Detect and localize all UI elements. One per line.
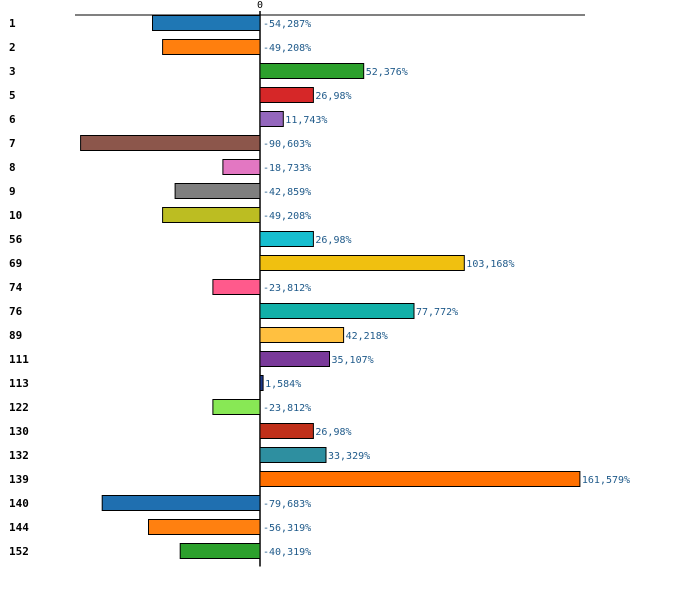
category-label-130: 130	[9, 425, 29, 438]
category-label-111: 111	[9, 353, 29, 366]
category-label-76: 76	[9, 305, 23, 318]
category-label-132: 132	[9, 449, 29, 462]
bar-89	[259, 327, 345, 343]
category-label-7: 7	[9, 137, 16, 150]
bar-8	[222, 159, 261, 175]
bar-140	[101, 495, 261, 511]
bars-group: 1 -54,287% 2 -49,208% 3 52,376% 5 26,98% 6 11,743…	[9, 15, 630, 559]
bar-2	[162, 39, 261, 55]
bar-76	[259, 303, 415, 319]
value-label-2: -49,208%	[263, 43, 311, 54]
category-label-9: 9	[9, 185, 16, 198]
bar-3	[259, 63, 365, 79]
category-label-5: 5	[9, 89, 16, 102]
category-label-74: 74	[9, 281, 23, 294]
category-label-8: 8	[9, 161, 16, 174]
bar-5	[259, 87, 314, 103]
value-label-56: 26,98%	[315, 235, 351, 246]
bar-9	[174, 183, 261, 199]
bar-111	[259, 351, 330, 367]
value-label-69: 103,168%	[466, 259, 514, 270]
value-label-9: -42,859%	[263, 187, 311, 198]
value-label-111: 35,107%	[332, 355, 374, 366]
bar-139	[259, 471, 581, 487]
bar-1	[152, 15, 261, 31]
bar-6	[259, 111, 284, 127]
value-label-8: -18,733%	[263, 163, 311, 174]
value-label-130: 26,98%	[315, 427, 351, 438]
value-label-3: 52,376%	[366, 67, 408, 78]
value-label-144: -56,319%	[263, 523, 311, 534]
value-label-152: -40,319%	[263, 547, 311, 558]
value-label-7: -90,603%	[263, 139, 311, 150]
category-label-140: 140	[9, 497, 29, 510]
value-label-6: 11,743%	[285, 115, 327, 126]
zero-tick-label: 0	[257, 0, 263, 11]
bar-69	[259, 255, 465, 271]
value-label-5: 26,98%	[315, 91, 351, 102]
bar-132	[259, 447, 327, 463]
bar-130	[259, 423, 314, 439]
value-label-10: -49,208%	[263, 211, 311, 222]
category-label-122: 122	[9, 401, 29, 414]
category-label-6: 6	[9, 113, 16, 126]
value-label-89: 42,218%	[346, 331, 388, 342]
value-label-74: -23,812%	[263, 283, 311, 294]
category-label-10: 10	[9, 209, 22, 222]
category-label-89: 89	[9, 329, 22, 342]
bar-113	[259, 375, 264, 391]
category-label-56: 56	[9, 233, 23, 246]
category-label-3: 3	[9, 65, 16, 78]
bar-7	[80, 135, 261, 151]
category-label-69: 69	[9, 257, 22, 270]
bar-74	[212, 279, 261, 295]
value-label-132: 33,329%	[328, 451, 370, 462]
bar-10	[162, 207, 261, 223]
value-label-122: -23,812%	[263, 403, 311, 414]
category-label-152: 152	[9, 545, 29, 558]
bar-152	[179, 543, 261, 559]
category-label-144: 144	[9, 521, 29, 534]
bar-144	[148, 519, 261, 535]
value-label-113: 1,584%	[265, 379, 301, 390]
value-label-76: 77,772%	[416, 307, 458, 318]
value-label-140: -79,683%	[263, 499, 311, 510]
category-label-113: 113	[9, 377, 29, 390]
category-label-139: 139	[9, 473, 29, 486]
value-label-139: 161,579%	[582, 475, 630, 486]
category-label-1: 1	[9, 17, 16, 30]
category-label-2: 2	[9, 41, 16, 54]
value-label-1: -54,287%	[263, 19, 311, 30]
bar-122	[212, 399, 261, 415]
bar-56	[259, 231, 314, 247]
